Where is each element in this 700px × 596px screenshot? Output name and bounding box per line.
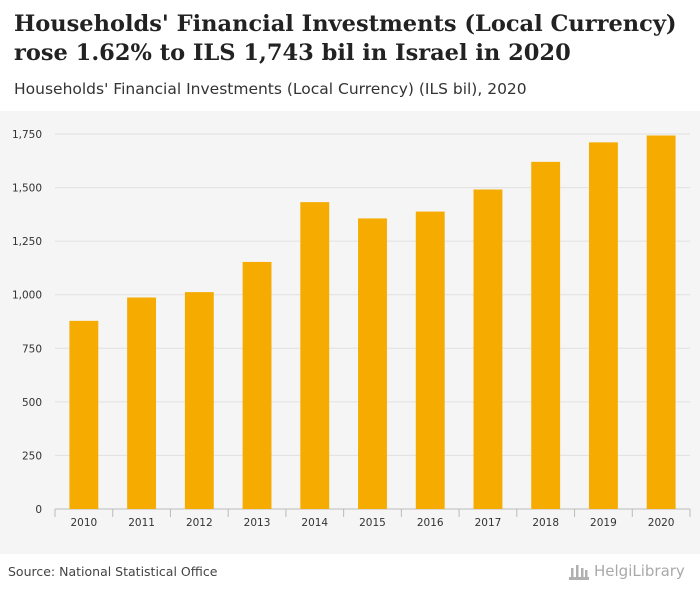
bar-2016 xyxy=(415,211,445,510)
bar-2014 xyxy=(300,202,330,509)
y-tick-label: 0 xyxy=(35,504,42,516)
y-tick-label: 1,750 xyxy=(12,129,42,141)
source-note: Source: National Statistical Office xyxy=(8,564,218,579)
library-icon xyxy=(569,565,589,580)
x-tick-label: 2018 xyxy=(532,517,559,529)
y-tick-label: 250 xyxy=(22,450,42,462)
y-tick-label: 1,250 xyxy=(12,236,42,248)
x-tick-label: 2015 xyxy=(359,517,386,529)
x-tick-label: 2020 xyxy=(648,517,675,529)
bar-2015 xyxy=(358,218,387,509)
x-tick-label: 2016 xyxy=(417,517,444,529)
bar-2013 xyxy=(242,261,272,509)
x-tick-label: 2014 xyxy=(301,517,328,529)
brand-logo: HelgiLibrary xyxy=(568,561,685,581)
x-tick-label: 2013 xyxy=(244,517,271,529)
chart-title: Households' Financial Investments (Local… xyxy=(14,11,677,66)
bar-2010 xyxy=(69,320,99,509)
bar-2020 xyxy=(646,135,676,509)
y-tick-label: 1,500 xyxy=(12,183,42,195)
bar-2018 xyxy=(531,161,561,509)
bar-2019 xyxy=(588,142,618,509)
bar-2017 xyxy=(473,189,503,509)
x-tick-label: 2011 xyxy=(128,517,155,529)
x-tick-label: 2017 xyxy=(475,517,502,529)
chart-subtitle: Households' Financial Investments (Local… xyxy=(14,80,527,98)
x-tick-label: 2019 xyxy=(590,517,617,529)
plot-area xyxy=(0,111,700,554)
y-tick-label: 500 xyxy=(22,397,42,409)
bar-2011 xyxy=(127,297,157,509)
bar-2012 xyxy=(184,292,214,509)
brand-name: HelgiLibrary xyxy=(594,562,685,580)
bar-chart: 0 250 500 750 1,000 1,250 1,500 1,750 2010 2011 20… xyxy=(12,129,691,529)
x-tick-label: 2010 xyxy=(70,517,97,529)
x-tick-label: 2012 xyxy=(186,517,213,529)
y-tick-label: 1,000 xyxy=(12,290,42,302)
y-tick-label: 750 xyxy=(22,343,42,355)
